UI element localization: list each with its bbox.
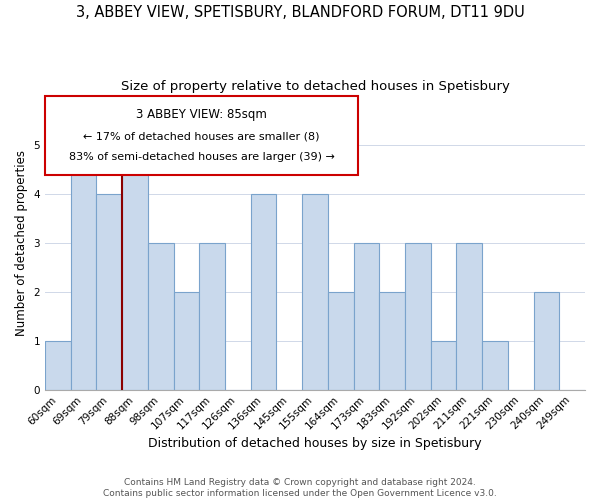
- Bar: [45, 340, 71, 390]
- X-axis label: Distribution of detached houses by size in Spetisbury: Distribution of detached houses by size …: [148, 437, 482, 450]
- Text: 3 ABBEY VIEW: 85sqm: 3 ABBEY VIEW: 85sqm: [136, 108, 267, 121]
- Bar: [97, 194, 122, 390]
- Bar: [148, 242, 173, 390]
- Bar: [379, 292, 405, 390]
- Bar: [405, 242, 431, 390]
- Bar: [457, 242, 482, 390]
- Bar: [251, 194, 277, 390]
- Y-axis label: Number of detached properties: Number of detached properties: [15, 150, 28, 336]
- Bar: [302, 194, 328, 390]
- Bar: [71, 144, 97, 390]
- Bar: [122, 144, 148, 390]
- FancyBboxPatch shape: [45, 96, 358, 175]
- Text: ← 17% of detached houses are smaller (8): ← 17% of detached houses are smaller (8): [83, 132, 320, 141]
- Title: Size of property relative to detached houses in Spetisbury: Size of property relative to detached ho…: [121, 80, 509, 93]
- Bar: [533, 292, 559, 390]
- Bar: [328, 292, 353, 390]
- Bar: [199, 242, 225, 390]
- Bar: [353, 242, 379, 390]
- Bar: [431, 340, 457, 390]
- Bar: [173, 292, 199, 390]
- Text: Contains HM Land Registry data © Crown copyright and database right 2024.
Contai: Contains HM Land Registry data © Crown c…: [103, 478, 497, 498]
- Text: 3, ABBEY VIEW, SPETISBURY, BLANDFORD FORUM, DT11 9DU: 3, ABBEY VIEW, SPETISBURY, BLANDFORD FOR…: [76, 5, 524, 20]
- Text: 83% of semi-detached houses are larger (39) →: 83% of semi-detached houses are larger (…: [68, 152, 335, 162]
- Bar: [482, 340, 508, 390]
